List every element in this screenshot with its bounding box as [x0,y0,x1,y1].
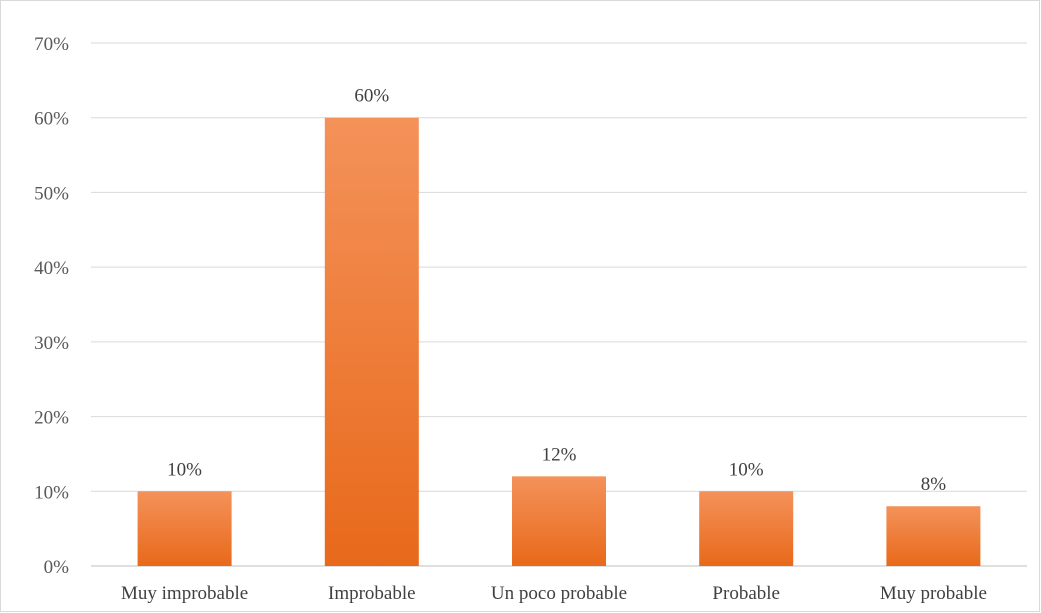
x-category-label: Un poco probable [491,583,627,604]
data-label: 10% [167,459,202,480]
y-tick-label: 10% [34,482,69,503]
x-category-label: Probable [712,583,780,604]
y-tick-label: 70% [34,34,69,55]
y-tick-label: 50% [34,183,69,204]
bar [137,491,232,566]
y-tick-label: 60% [34,109,69,130]
data-label: 8% [921,474,947,495]
bars [137,117,981,566]
data-label: 12% [542,444,577,465]
y-tick-label: 20% [34,408,69,429]
data-label: 60% [354,86,389,107]
bar [512,476,606,566]
x-category-label: Improbable [328,583,416,604]
x-axis-categories: Muy improbable Improbable Un poco probable… [121,583,987,604]
x-category-label: Muy probable [880,583,987,604]
y-axis-ticks: 0% 10% 20% 30% 40% 50% 60% 70% [34,34,69,578]
data-label: 10% [729,459,764,480]
bar [699,491,794,566]
y-tick-label: 30% [34,333,69,354]
bar [324,117,419,566]
bar [886,506,981,566]
data-labels: 10% 60% 12% 10% 8% [167,86,946,496]
gridlines [91,42,1027,567]
y-tick-label: 0% [44,557,70,578]
y-tick-label: 40% [34,258,69,279]
x-category-label: Muy improbable [121,583,248,604]
